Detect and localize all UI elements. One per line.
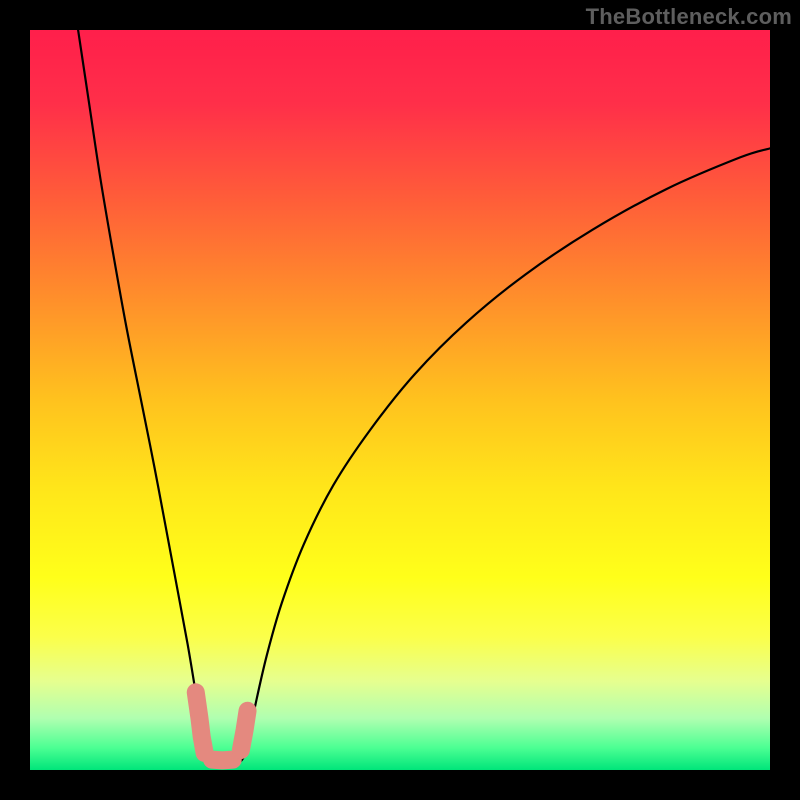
chart-svg: [30, 30, 770, 770]
plot-area: [30, 30, 770, 770]
watermark-text: TheBottleneck.com: [586, 4, 792, 30]
valley-markers-floor: [212, 760, 233, 761]
bottleneck-curve: [78, 30, 770, 767]
valley-markers-left: [196, 692, 205, 753]
valley-markers-right: [241, 711, 248, 750]
chart-frame: TheBottleneck.com: [0, 0, 800, 800]
